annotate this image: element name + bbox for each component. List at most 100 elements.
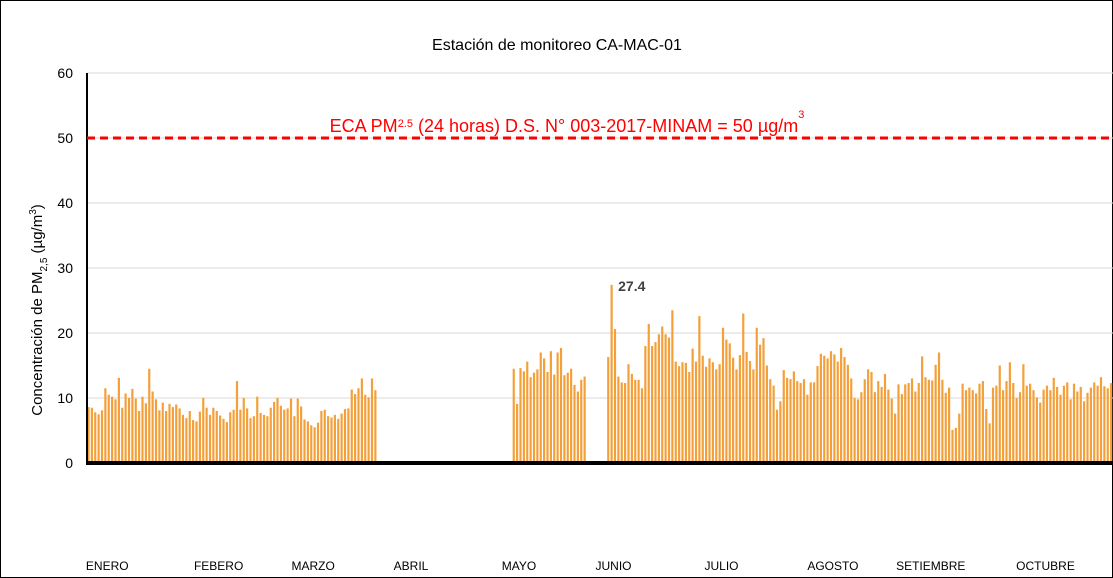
bar [870,372,873,463]
y-axis-label-part: ) [29,204,46,209]
bar [688,372,691,463]
bar [185,418,188,463]
bar [735,369,738,463]
bar [860,392,863,463]
reference-label-part: (24 horas) D.S. N° 003-2017-MINAM = 50 µ… [413,116,798,136]
x-tick-label: SETIEMBRE [896,559,965,573]
bar [948,387,951,463]
bar [1106,388,1109,463]
bar [627,364,630,463]
bar [1045,385,1049,463]
bar [782,370,785,463]
bar [246,408,249,463]
bar [907,383,910,463]
bar [296,398,299,463]
bar [816,366,819,463]
bar [350,389,353,463]
bar [765,365,768,463]
bar [1099,377,1103,463]
bar [529,377,532,463]
bar [516,403,519,463]
bar [657,334,660,463]
bar [610,284,613,463]
bar [563,375,566,463]
bar [580,379,583,463]
bar [239,409,242,463]
bar [684,362,687,463]
bar [512,368,515,463]
bar [674,361,677,463]
bar [276,398,279,463]
bar [343,409,347,463]
bar [640,388,644,463]
bar [229,412,232,463]
bar [850,378,853,463]
bar [748,360,752,463]
x-tick-label: ABRIL [394,559,429,573]
bar [158,410,161,463]
bar [138,411,141,463]
bar [114,399,117,463]
bar [981,381,984,463]
bar [701,355,704,463]
bar [340,413,343,463]
bar [654,342,657,463]
bar [705,366,708,463]
reference-label-part: 2.5 [398,118,413,130]
bar [111,396,114,463]
bar [141,396,144,463]
bar [809,382,812,463]
bar [904,384,907,463]
bar [620,382,623,463]
bar [249,418,252,463]
bar [691,348,694,463]
bar [786,377,789,463]
bar [937,352,941,463]
bar [880,386,883,463]
bar [293,416,296,463]
bar [1089,387,1092,463]
bar [357,388,360,463]
bar [725,339,728,463]
bar [964,390,968,463]
bar [826,358,829,463]
bar [678,366,681,463]
bar [1083,401,1086,463]
bar [354,394,357,463]
bar [546,372,549,463]
bar [775,409,779,463]
bar [208,414,212,463]
bar [890,398,893,463]
bar [799,383,802,463]
bar [100,410,104,463]
y-tick-label: 0 [65,455,73,471]
bar [367,397,370,463]
bar [232,409,235,463]
reference-label-part: ECA PM [330,116,398,136]
bar [90,407,93,463]
bar [752,369,755,463]
bar [225,422,228,463]
bar [121,407,124,463]
bar [1076,391,1079,463]
bar [995,385,998,463]
data-label: 27.4 [618,278,645,294]
bar [998,365,1001,463]
bar [289,398,293,463]
bar [762,338,765,463]
bar [624,383,627,463]
bar [175,404,178,463]
bar [252,416,255,463]
bar [900,394,903,463]
bar [715,369,718,463]
y-axis-label-part: (µg/m [29,215,46,258]
bar [924,377,927,463]
bar [877,381,880,463]
x-tick-label: ENERO [86,559,129,573]
bar [134,398,137,463]
bar [1110,383,1113,463]
bar [671,310,674,463]
bar [273,401,276,463]
bar [742,313,745,463]
bar [829,351,833,463]
